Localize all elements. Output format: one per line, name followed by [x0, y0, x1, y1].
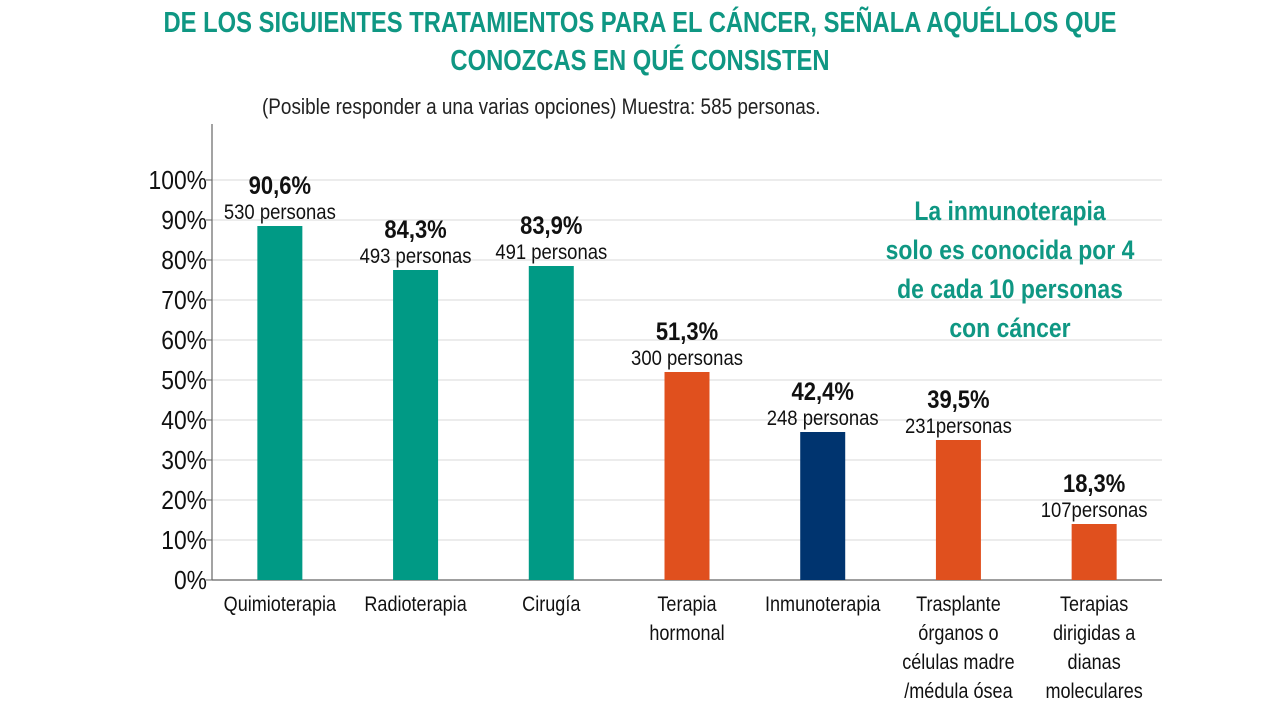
- bar: [528, 266, 574, 580]
- bar: [800, 432, 846, 580]
- x-tick-label: dianas: [1068, 651, 1121, 675]
- x-tick-label: Terapias: [1060, 593, 1128, 617]
- x-tick-label: Terapia: [657, 593, 716, 617]
- y-tick-label: 20%: [161, 487, 207, 516]
- chart-title: DE LOS SIGUIENTES TRATAMIENTOS PARA EL C…: [115, 4, 1165, 80]
- data-label-percent: 83,9%: [520, 212, 582, 240]
- callout-line-3: de cada 10 personas: [897, 274, 1123, 304]
- data-label-percent: 51,3%: [656, 318, 718, 346]
- callout-box: La inmunoterapia solo es conocida por 4 …: [883, 192, 1138, 348]
- y-tick-label: 100%: [149, 167, 207, 196]
- chart-subtitle: (Posible responder a una varias opciones…: [262, 94, 821, 119]
- y-tick-label: 30%: [161, 447, 207, 476]
- y-tick-label: 70%: [161, 287, 207, 316]
- data-label-count: 231personas: [905, 415, 1012, 438]
- x-tick-label: hormonal: [649, 622, 724, 646]
- callout-line-1: La inmunoterapia: [914, 196, 1106, 226]
- x-tick-label: Quimioterapia: [224, 593, 336, 617]
- bar: [1071, 524, 1117, 580]
- data-label-count: 530 personas: [224, 201, 336, 224]
- callout-line-4: con cáncer: [949, 313, 1071, 343]
- x-tick-label: /médula ósea: [904, 680, 1012, 704]
- data-label-count: 248 personas: [767, 407, 879, 430]
- y-tick-label: 90%: [161, 207, 207, 236]
- x-tick-label: Trasplante: [916, 593, 1001, 617]
- y-tick-label: 60%: [161, 327, 207, 356]
- y-tick-label: 10%: [161, 527, 207, 556]
- data-label-count: 493 personas: [360, 245, 472, 268]
- data-label-count: 300 personas: [631, 347, 743, 370]
- x-tick-label: dirigidas a: [1053, 622, 1135, 646]
- callout-line-2: solo es conocida por 4: [885, 235, 1135, 265]
- x-tick-label: órganos o: [918, 622, 998, 646]
- data-label-count: 491 personas: [495, 241, 607, 264]
- x-tick-label: Cirugía: [522, 593, 580, 617]
- y-tick-label: 0%: [174, 567, 207, 596]
- y-tick-label: 50%: [161, 367, 207, 396]
- bar: [393, 270, 439, 580]
- data-label-percent: 18,3%: [1063, 470, 1125, 498]
- data-label-percent: 39,5%: [927, 386, 989, 414]
- x-tick-label: Radioterapia: [364, 593, 466, 617]
- x-tick-label: Inmunoterapia: [765, 593, 881, 617]
- bar: [664, 372, 710, 580]
- x-tick-label: moleculares: [1045, 680, 1143, 704]
- data-label-percent: 84,3%: [384, 216, 446, 244]
- y-tick-label: 40%: [161, 407, 207, 436]
- data-label-percent: 90,6%: [249, 172, 311, 200]
- bar: [935, 440, 981, 580]
- bar: [257, 226, 303, 580]
- data-label-percent: 42,4%: [792, 378, 854, 406]
- chart-title-line-1: DE LOS SIGUIENTES TRATAMIENTOS PARA EL C…: [163, 7, 1117, 39]
- x-tick-label: células madre: [902, 651, 1014, 675]
- data-label-count: 107personas: [1041, 499, 1148, 522]
- chart-title-line-2: CONOZCAS EN QUÉ CONSISTEN: [450, 45, 830, 77]
- y-tick-label: 80%: [161, 247, 207, 276]
